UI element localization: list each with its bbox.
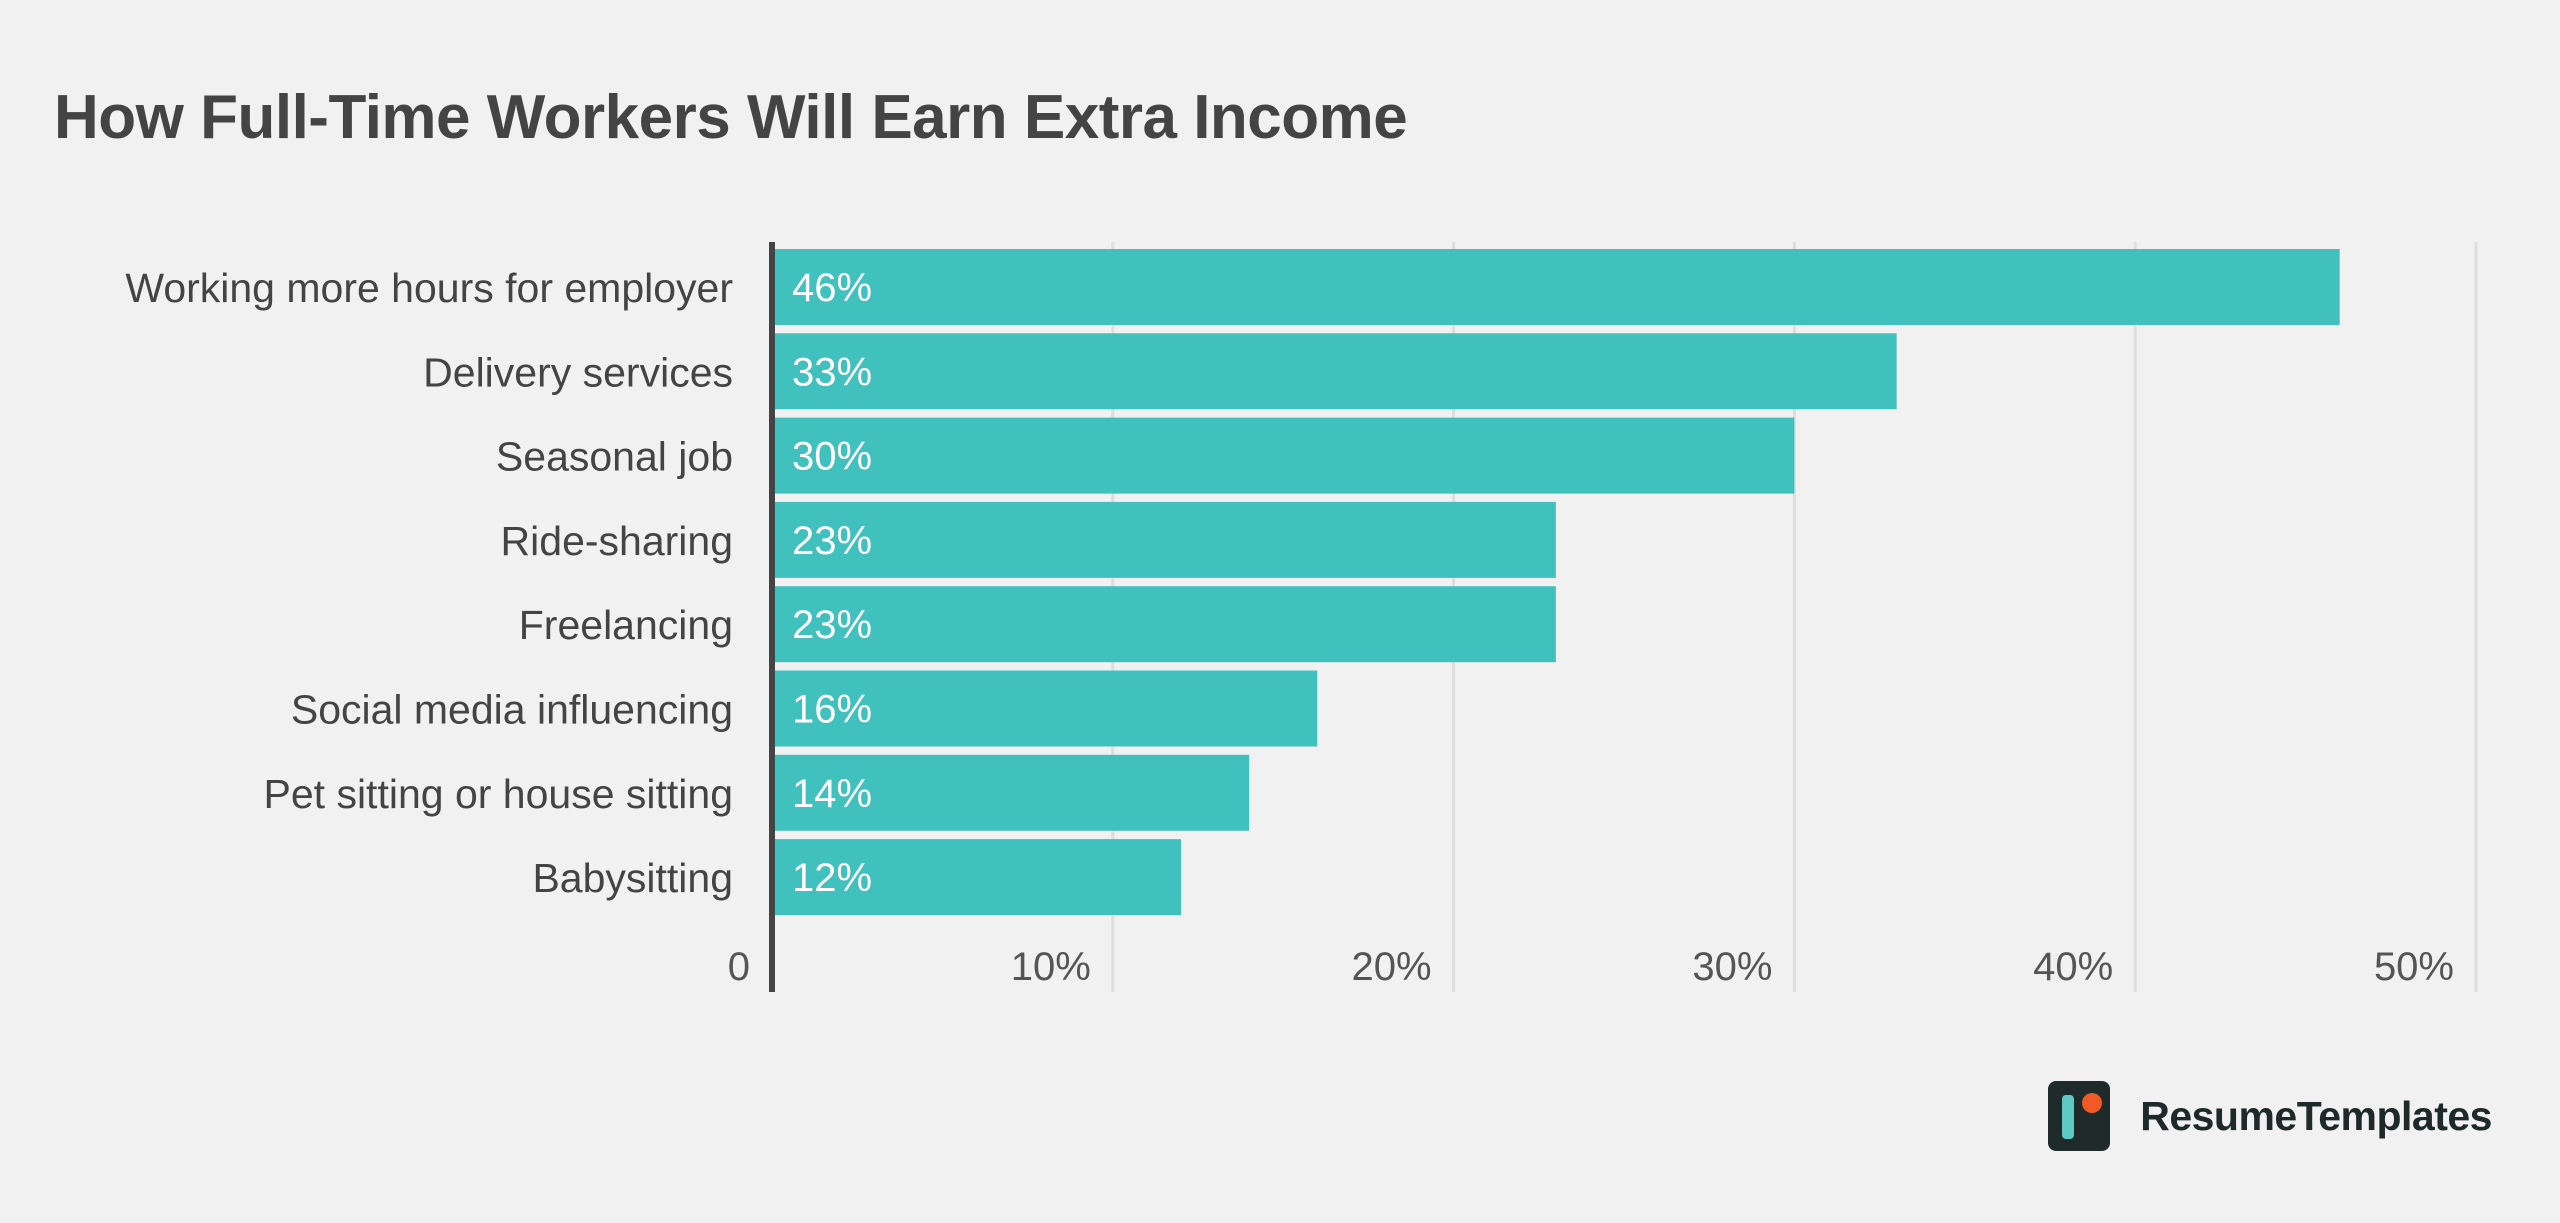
x-tick-label-40: 40% <box>2033 945 2113 989</box>
category-label-1: Delivery services <box>423 349 733 395</box>
x-tick-label-30: 30% <box>1692 945 1772 989</box>
data-label-0: 46% <box>792 266 872 310</box>
bar-4 <box>775 586 1556 663</box>
data-label-1: 33% <box>792 350 872 394</box>
x-tick-label-50: 50% <box>2374 945 2454 989</box>
bar-1 <box>775 333 1897 410</box>
data-label-3: 23% <box>792 519 872 563</box>
chart-title: How Full-Time Workers Will Earn Extra In… <box>54 83 1408 152</box>
category-label-3: Ride-sharing <box>501 518 733 564</box>
bar-5 <box>775 670 1318 747</box>
x-tick-label-20: 20% <box>1352 945 1432 989</box>
category-label-7: Babysitting <box>532 855 733 901</box>
labels: 0 10% 20% 30% 40% 50% 46% Working more hours fo… <box>125 265 2454 989</box>
brand-name: ResumeTemplates <box>2140 1092 2492 1139</box>
category-label-5: Social media influencing <box>291 687 733 733</box>
x-tick-label-0: 0 <box>728 945 750 989</box>
bar-7 <box>775 839 1181 916</box>
resume-templates-logo-icon <box>2048 1081 2111 1151</box>
bars <box>775 249 2340 916</box>
data-label-7: 12% <box>792 856 872 900</box>
x-tick-label-10: 10% <box>1011 945 1091 989</box>
brand-logo-block: ResumeTemplates <box>2048 1081 2492 1151</box>
data-label-2: 30% <box>792 435 872 479</box>
bar-6 <box>775 754 1250 831</box>
category-label-6: Pet sitting or house sitting <box>264 771 733 817</box>
bar-3 <box>775 501 1556 578</box>
data-label-5: 16% <box>792 688 872 732</box>
data-label-4: 23% <box>792 603 872 647</box>
category-label-0: Working more hours for employer <box>125 265 733 311</box>
category-label-4: Freelancing <box>519 602 733 648</box>
bar-0 <box>775 249 2340 325</box>
bar-2 <box>775 417 1795 494</box>
category-label-2: Seasonal job <box>496 434 733 480</box>
data-label-6: 14% <box>792 772 872 816</box>
